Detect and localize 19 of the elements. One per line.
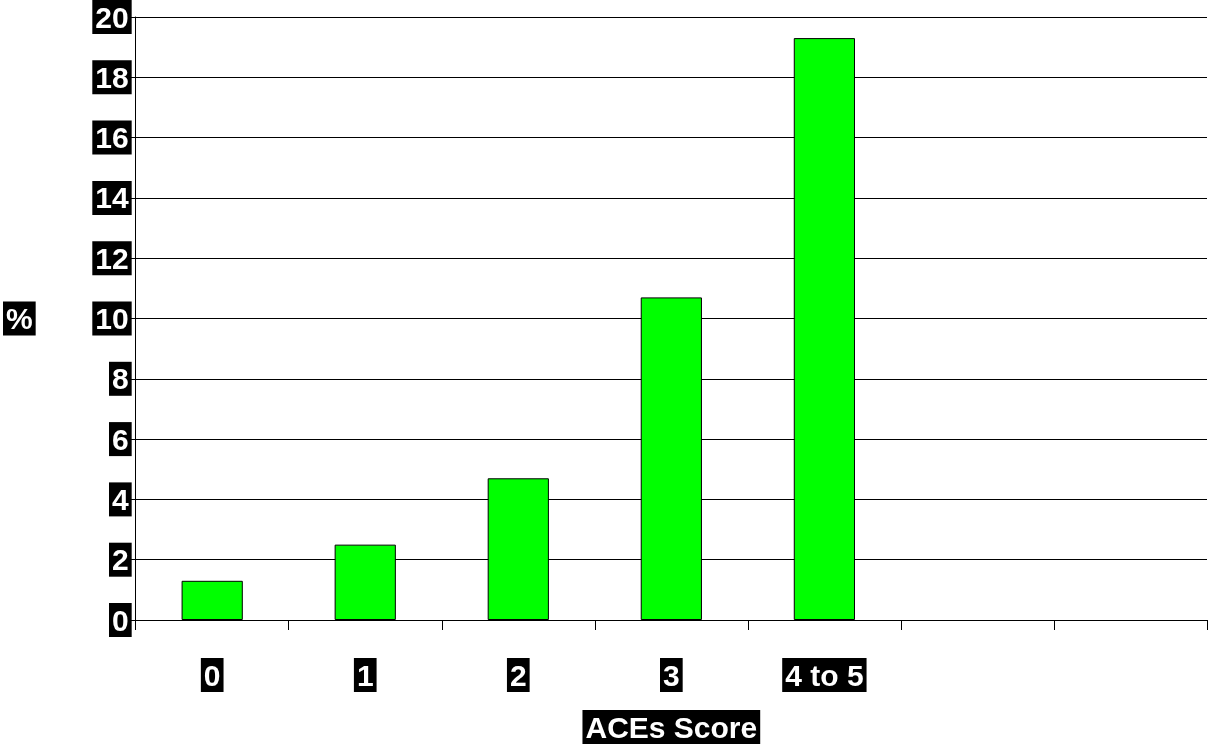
y-tick-label: 8 (111, 362, 129, 396)
x-tick-label: 1 (356, 658, 374, 692)
x-tick-label: 0 (203, 658, 221, 692)
y-axis-title: % (5, 302, 33, 335)
x-tick-label: 2 (509, 658, 527, 692)
x-axis-title: ACEs Score (585, 710, 758, 744)
y-tick-label: 16 (95, 121, 129, 155)
y-tick-label: 14 (95, 181, 129, 215)
bar (181, 580, 243, 620)
y-tick-label: 4 (111, 482, 129, 516)
x-tick-label: 3 (662, 658, 680, 692)
y-tick-label: 10 (95, 302, 129, 335)
y-tick-label: 12 (95, 241, 129, 275)
y-tick-label: 20 (95, 0, 129, 34)
x-tick-label: 4 to 5 (785, 658, 864, 692)
y-tick-label: 18 (95, 60, 129, 94)
y-tick-label: 6 (111, 422, 129, 456)
y-tick-label: 0 (111, 603, 129, 637)
y-tick-label: 2 (111, 543, 129, 577)
